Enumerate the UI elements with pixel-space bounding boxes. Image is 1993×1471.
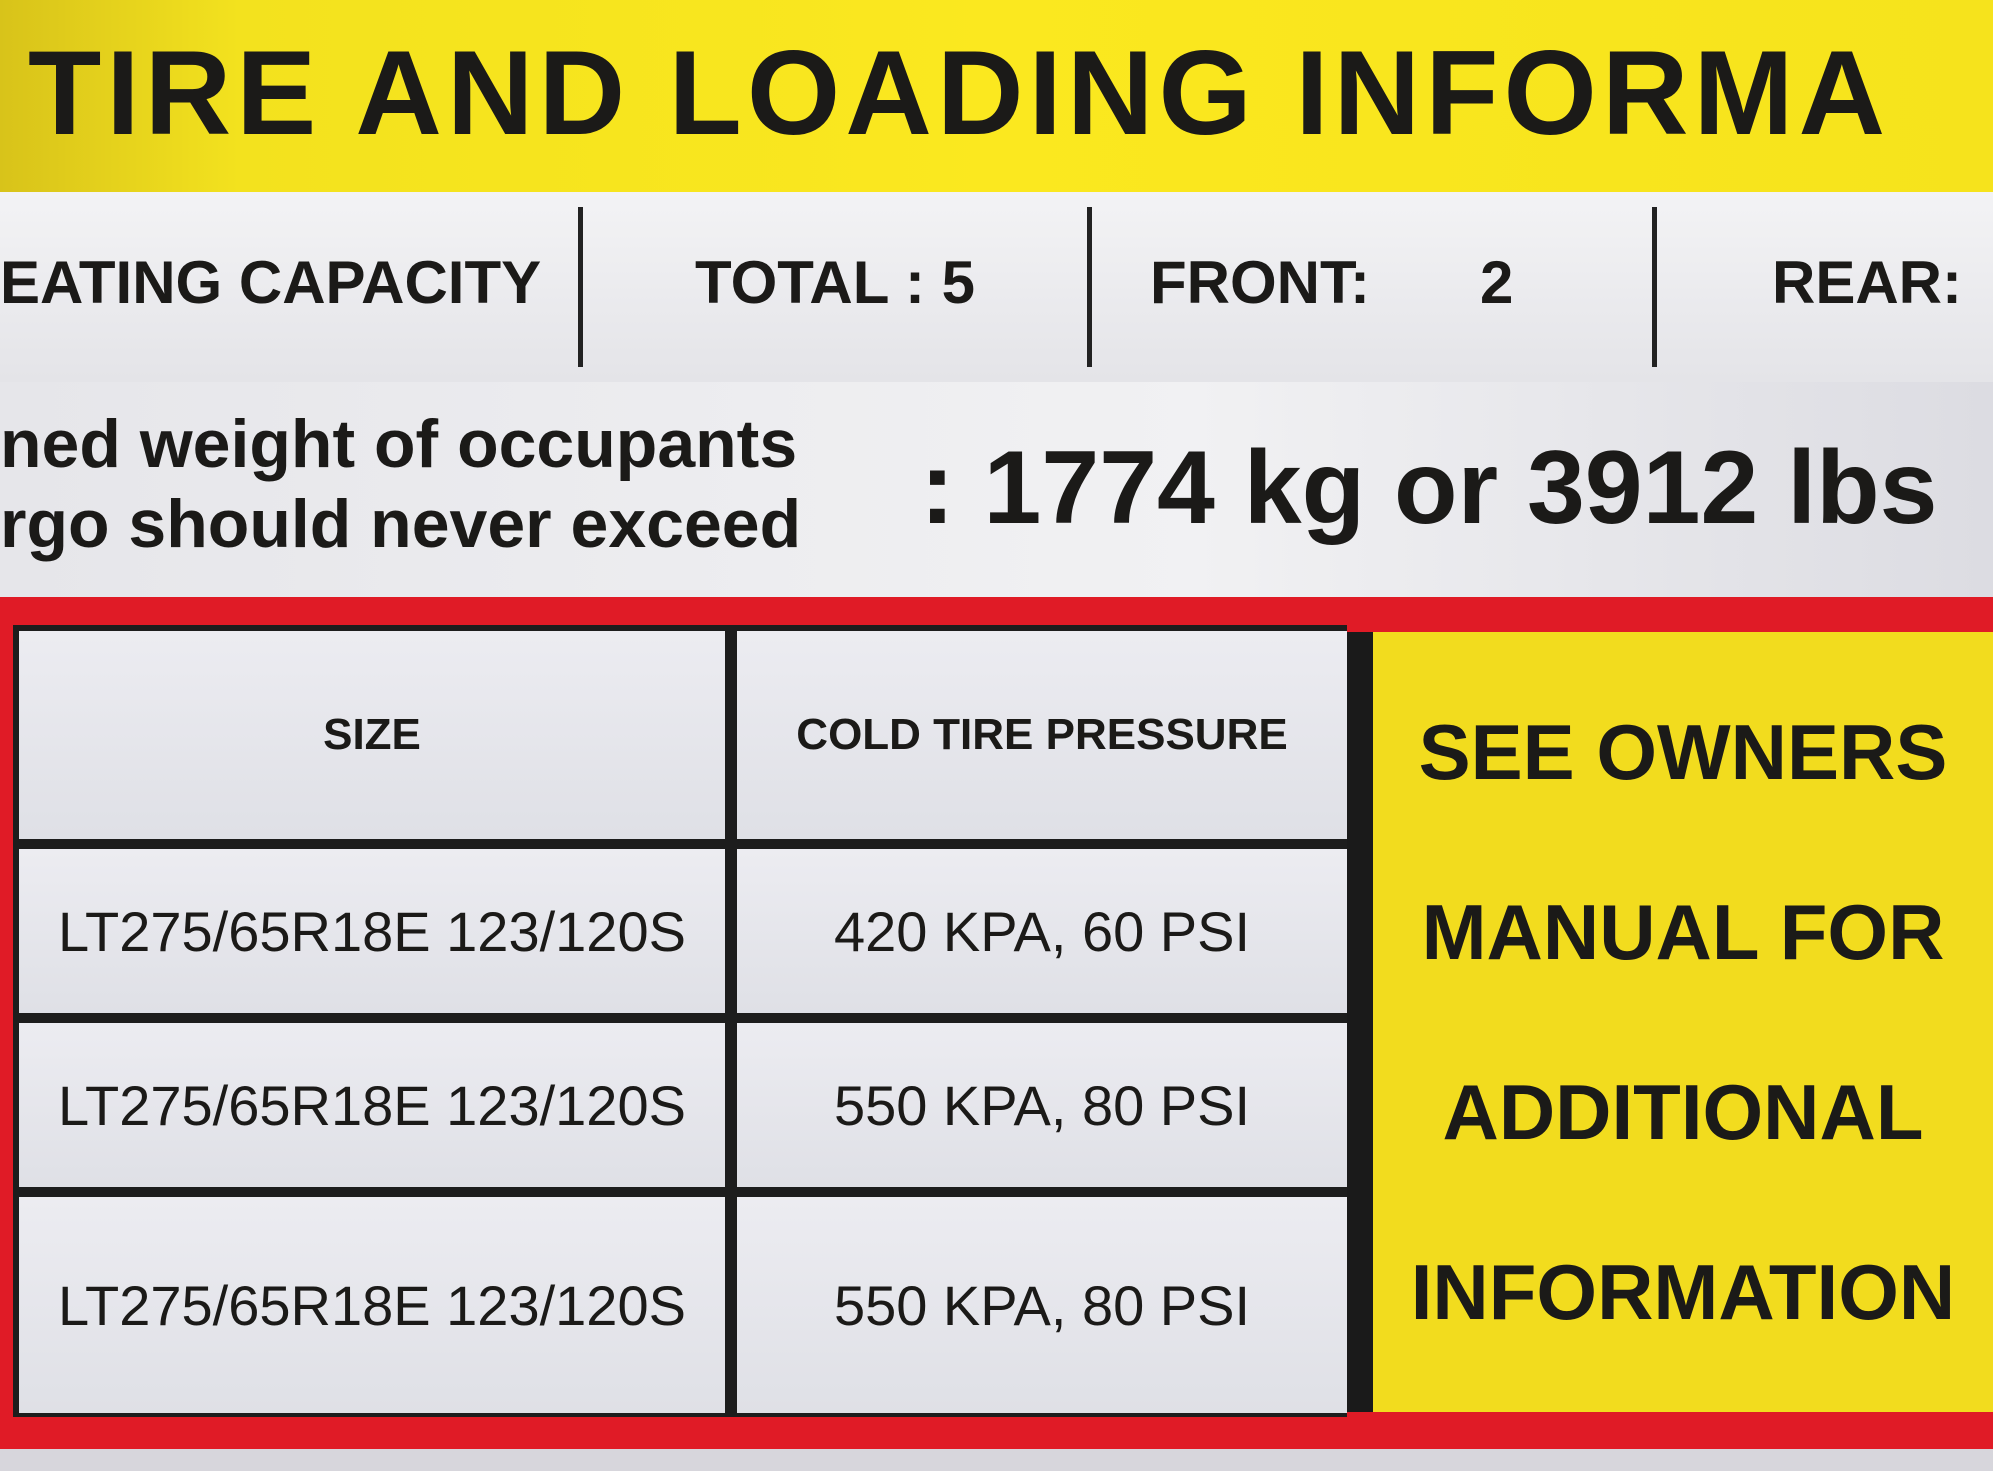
divider: [1087, 207, 1092, 367]
row1-pressure: 420 KPA, 60 PSI: [737, 849, 1347, 1013]
seating-total: TOTAL : 5: [695, 249, 976, 316]
owners-manual-notice: SEE OWNERS MANUAL FOR ADDITIONAL INFORMA…: [1373, 632, 1993, 1412]
header-size: SIZE: [19, 631, 725, 839]
weight-row: [0, 382, 1993, 597]
weight-text-line2: rgo should never exceed: [0, 486, 802, 562]
seating-rear-label: REAR:: [1772, 249, 1962, 316]
seating-capacity-row: [0, 192, 1993, 382]
tire-pressure-table: SIZE COLD TIRE PRESSURE LT275/65R18E 123…: [13, 625, 1347, 1417]
seating-capacity-label: EATING CAPACITY: [0, 249, 542, 316]
background-surface: [0, 1449, 1993, 1471]
row2-pressure: 550 KPA, 80 PSI: [737, 1023, 1347, 1187]
notice-line1: SEE OWNERS: [1418, 707, 1948, 796]
weight-text-line1: ned weight of occupants: [0, 406, 798, 482]
divider: [1652, 207, 1657, 367]
notice-line2: MANUAL FOR: [1421, 887, 1945, 976]
header-cold-tire-pressure: COLD TIRE PRESSURE: [737, 631, 1347, 839]
weight-limit-value: : 1774 kg or 3912 lbs: [920, 430, 1938, 546]
seating-front-label: FRONT:: [1150, 249, 1370, 316]
notice-divider: [1347, 632, 1373, 1412]
row3-size: LT275/65R18E 123/120S: [19, 1197, 725, 1413]
row3-pressure: 550 KPA, 80 PSI: [737, 1197, 1347, 1413]
label-header: [0, 0, 1993, 192]
seating-front-value: 2: [1480, 249, 1514, 316]
notice-line3: ADDITIONAL: [1442, 1067, 1924, 1156]
label-title: TIRE AND LOADING INFORMA: [28, 26, 1891, 160]
divider: [578, 207, 583, 367]
notice-line4: INFORMATION: [1410, 1247, 1956, 1336]
row1-size: LT275/65R18E 123/120S: [19, 849, 725, 1013]
row2-size: LT275/65R18E 123/120S: [19, 1023, 725, 1187]
